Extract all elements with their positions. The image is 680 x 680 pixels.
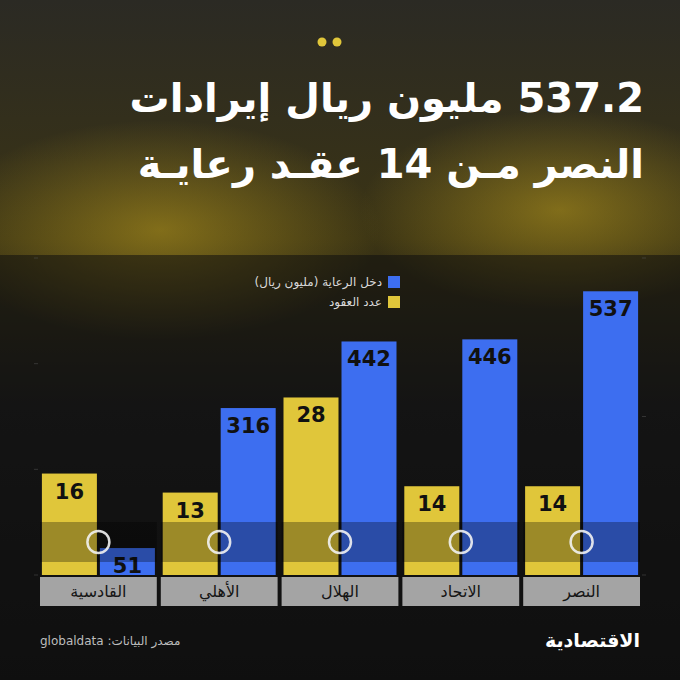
title: النصر مـن 14 عقـد رعايـة bbox=[138, 136, 644, 192]
category-label: النصر bbox=[523, 577, 640, 606]
decor-dot bbox=[318, 38, 327, 47]
title: 537.2 مليون ريال إيرادات bbox=[130, 70, 644, 126]
category-cell bbox=[523, 577, 640, 606]
club-logo bbox=[450, 531, 472, 553]
legend-label: دخل الرعاية (مليون ريال) bbox=[255, 273, 382, 291]
y-tick bbox=[34, 469, 38, 470]
ticks bbox=[34, 258, 646, 575]
data-label: 14 bbox=[538, 492, 567, 516]
data-label: 446 bbox=[468, 345, 512, 369]
legend-label: عدد العقود bbox=[329, 293, 382, 311]
decor-dot bbox=[333, 38, 342, 47]
category-label: الأهلي bbox=[161, 577, 278, 606]
logo-band bbox=[161, 522, 278, 562]
category-label: الاتحاد bbox=[402, 577, 519, 606]
category-cell bbox=[282, 577, 399, 606]
category-cell bbox=[161, 577, 278, 606]
club-logo bbox=[87, 531, 109, 553]
category-label: الهلال bbox=[282, 577, 399, 606]
data-label: 537 bbox=[589, 297, 633, 321]
y-tick bbox=[34, 363, 38, 364]
data-label: 13 bbox=[176, 499, 205, 523]
category-cell bbox=[402, 577, 519, 606]
logo-band bbox=[523, 522, 640, 562]
canvas: 537446442316511414281316537.2 مليون ريال… bbox=[0, 0, 680, 680]
category-label: القادسية bbox=[40, 577, 157, 606]
data-label: 442 bbox=[347, 347, 391, 371]
y-tick bbox=[34, 575, 38, 576]
source: مصدر البيانات: globaldata bbox=[40, 632, 180, 650]
club-logo bbox=[208, 531, 230, 553]
logo-band bbox=[282, 522, 399, 562]
data-label: 14 bbox=[417, 492, 446, 516]
club-logo bbox=[571, 531, 593, 553]
publisher: الاقتصادية bbox=[545, 626, 640, 654]
logo-band bbox=[402, 522, 519, 562]
y2-tick bbox=[642, 258, 646, 259]
data-label: 16 bbox=[55, 480, 84, 504]
background-shade bbox=[0, 255, 680, 680]
logo-band bbox=[40, 522, 157, 562]
y2-tick bbox=[642, 575, 646, 576]
club-logo bbox=[329, 531, 351, 553]
y2-tick bbox=[642, 416, 646, 417]
legend-swatch bbox=[388, 296, 400, 308]
legend-swatch bbox=[388, 276, 400, 288]
data-label: 316 bbox=[226, 414, 270, 438]
background bbox=[0, 0, 680, 680]
category-cell bbox=[40, 577, 157, 606]
data-label: 28 bbox=[296, 403, 325, 427]
y-tick bbox=[34, 258, 38, 259]
